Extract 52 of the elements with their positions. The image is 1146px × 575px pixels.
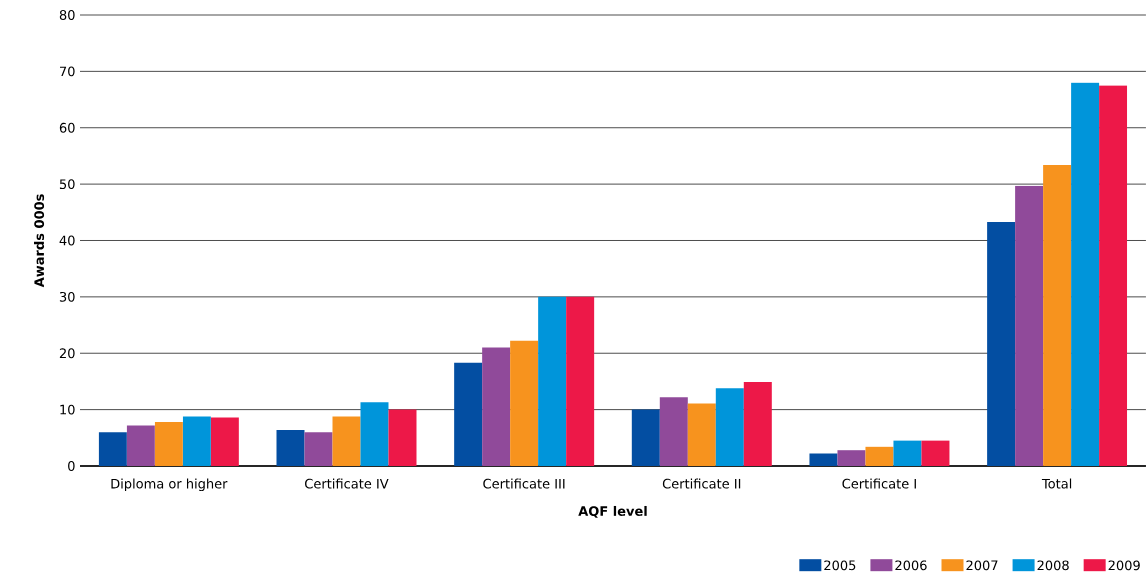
bar (715, 388, 744, 466)
bar (1071, 82, 1100, 466)
y-tick-label: 40 (59, 235, 75, 246)
bar (1015, 185, 1044, 466)
bar (743, 381, 772, 466)
bar (659, 397, 688, 466)
x-axis-title: AQF level (578, 505, 647, 518)
x-tick-label: Diploma or higher (111, 478, 228, 492)
bar (482, 347, 511, 466)
bar (921, 440, 950, 466)
x-tick-label: Total (1041, 478, 1072, 489)
x-tick-label: Certificate IV (305, 478, 389, 489)
bar (210, 417, 239, 466)
bar (360, 402, 389, 466)
bar (182, 416, 211, 466)
legend-label: 2007 (966, 560, 998, 571)
y-tick-label: 10 (60, 404, 75, 415)
x-tick-label: Certificate III (483, 478, 565, 489)
bar (631, 409, 660, 466)
bar (987, 221, 1016, 466)
bar (388, 409, 417, 466)
bar (837, 450, 866, 466)
x-tick-label: Certificate I (842, 478, 916, 489)
bar (98, 432, 127, 466)
y-axis-title: Awards 000s (34, 194, 45, 288)
bar (865, 446, 894, 466)
bar (566, 296, 595, 466)
bar (304, 432, 333, 466)
y-tick-label: 70 (60, 66, 75, 77)
bar (510, 340, 539, 466)
y-tick-label: 60 (59, 122, 75, 133)
y-tick-label: 20 (59, 348, 75, 359)
legend-label: 2006 (895, 560, 927, 571)
bar (538, 296, 567, 466)
legend-label: 2008 (1037, 560, 1069, 571)
legend-label: 2009 (1108, 560, 1140, 571)
bar (276, 429, 305, 466)
y-tick-label: 0 (68, 461, 75, 471)
bar (126, 425, 155, 466)
legend-label: 2005 (824, 560, 856, 571)
y-tick-label: 80 (59, 10, 75, 20)
bar (687, 403, 716, 466)
y-tick-label: 30 (59, 291, 75, 302)
bar (1043, 164, 1072, 466)
y-tick-label: 50 (59, 179, 75, 190)
bar (154, 422, 183, 466)
bar (893, 440, 922, 466)
bar (809, 453, 838, 466)
bar (332, 416, 361, 466)
x-tick-label: Certificate II (662, 478, 741, 489)
bar (454, 362, 483, 466)
bar (1099, 85, 1128, 466)
